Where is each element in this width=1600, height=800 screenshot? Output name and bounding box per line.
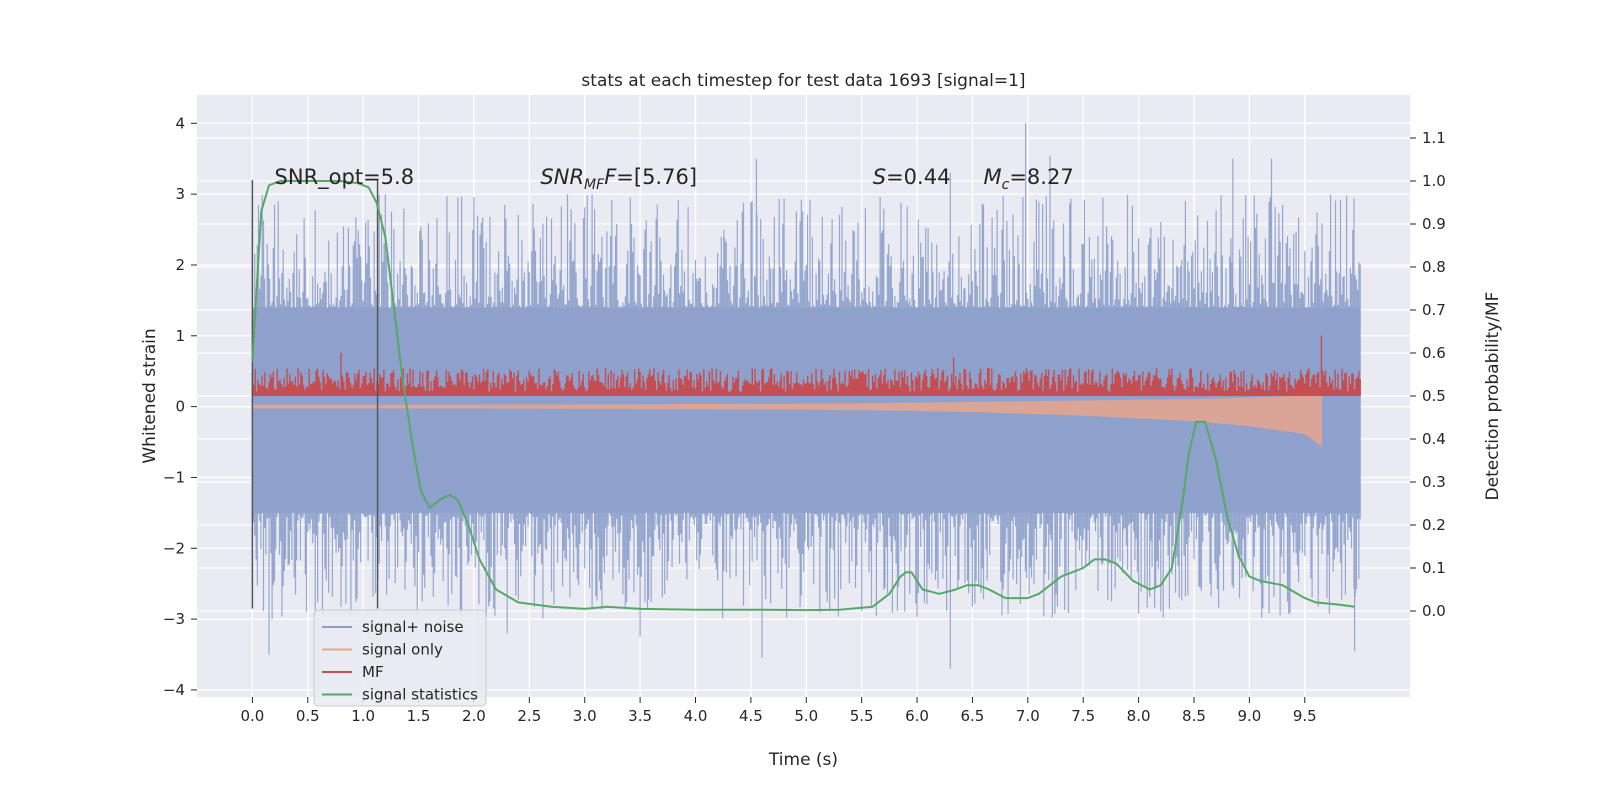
annotation-snr-mf-value: =[5.76] [616,165,697,189]
x-tick-label: 9.0 [1237,707,1261,725]
annotation-snr-mf-prefix: SNR [540,165,584,189]
x-tick-label: 5.5 [850,707,874,725]
legend-label: signal statistics [362,686,478,704]
y-tick-label: 1 [175,327,185,345]
vertical-markers [251,179,379,609]
y2-tick-label: 0.4 [1422,430,1446,448]
x-tick-label: 3.5 [628,707,652,725]
x-tick-label: 4.0 [684,707,708,725]
annotation-s-value: =0.44 [886,165,950,189]
x-tick-label: 9.5 [1293,707,1317,725]
x-tick-label: 2.0 [462,707,486,725]
x-tick-label: 7.0 [1016,707,1040,725]
y2-tick-label: 0.6 [1422,344,1446,362]
annotation-s: S=0.44 [873,165,951,189]
y2-tick-label: 0.7 [1422,301,1446,319]
x-tick-label: 1.0 [351,707,375,725]
annotation-s-label: S [873,165,886,189]
y2-tick-label: 0.8 [1422,258,1446,276]
annotation-mc-label: M [984,165,1002,189]
signal-statistics-series [251,180,1355,612]
y-tick-label: 3 [175,185,185,203]
y-tick-label: 2 [175,256,185,274]
legend-box [313,609,487,707]
x-tick-label: 4.5 [739,707,763,725]
annotation-snr-mf-sub: MF [584,177,605,193]
x-tick-label: 8.5 [1182,707,1206,725]
y2-axis-label: Detection probability/MF [1483,292,1503,501]
legend-label: signal only [362,641,443,659]
legend: signal+ noise signal only MF signal statist… [313,609,487,707]
y-tick-label: −4 [163,681,185,699]
signal-only-fill [251,384,1322,447]
legend-label: signal+ noise [362,618,464,636]
y-tick-label: 0 [175,398,185,416]
signal-only-series [251,384,1322,447]
x-tick-label: 0.5 [296,707,320,725]
chart-title: stats at each timestep for test data 169… [581,71,1025,91]
y2-tick-label: 0.0 [1422,602,1446,620]
annotation-mc: Mc=8.27 [984,165,1074,193]
y2-tick-label: 1.1 [1422,129,1446,147]
signal-statistics-line [251,180,1355,612]
y2-tick-label: 0.3 [1422,473,1446,491]
y-tick-label: −1 [163,468,185,486]
x-tick-label: 5.0 [794,707,818,725]
y-tick-label: 4 [175,114,185,132]
x-axis-label: Time (s) [768,750,838,770]
annotation-snr-opt: SNR_opt=5.8 [275,165,415,190]
x-tick-label: 1.5 [407,707,431,725]
x-tick-label: 7.5 [1071,707,1095,725]
x-tick-label: 2.5 [517,707,541,725]
y2-tick-label: 0.1 [1422,559,1446,577]
y-tick-label: −2 [163,539,185,557]
x-tick-label: 8.0 [1127,707,1151,725]
y2-tick-label: 0.9 [1422,215,1446,233]
y-axis-label: Whitened strain [140,328,160,463]
x-tick-label: 3.0 [573,707,597,725]
y2-tick-label: 1.0 [1422,172,1446,190]
legend-label: MF [362,663,384,681]
y2-tick-label: 0.5 [1422,387,1446,405]
axes: 0.0 0.5 1.0 1.5 2.0 2.5 3.0 3.5 4.0 4.5 5.0 5.5 6.0 6… [163,114,1446,725]
x-tick-label: 0.0 [240,707,264,725]
annotation-mc-sub: c [1002,177,1010,193]
annotation-snr-mf: SNRMFF=[5.76] [540,165,697,193]
x-tick-label: 6.5 [961,707,985,725]
x-tick-label: 6.0 [905,707,929,725]
y-tick-label: −3 [163,610,185,628]
y2-tick-label: 0.2 [1422,516,1446,534]
annotation-mc-value: =8.27 [1009,165,1073,189]
